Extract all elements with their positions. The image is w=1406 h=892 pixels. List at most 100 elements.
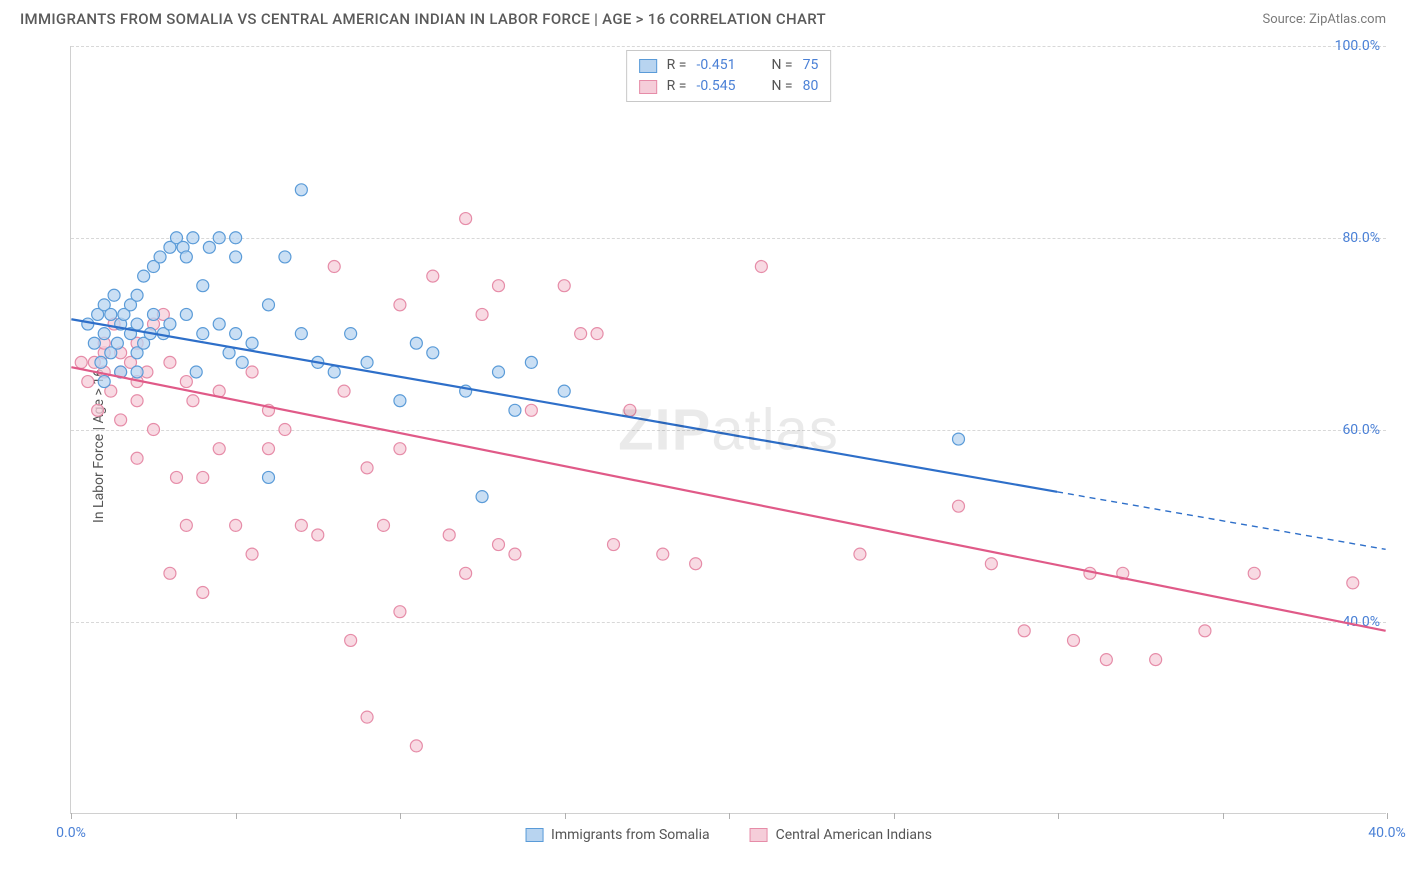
data-point — [476, 491, 488, 503]
data-point — [493, 280, 505, 292]
data-point — [108, 289, 120, 301]
data-point — [608, 539, 620, 551]
data-point — [197, 471, 209, 483]
data-point — [312, 529, 324, 541]
data-point — [148, 308, 160, 320]
data-point — [213, 443, 225, 455]
data-point — [111, 337, 123, 349]
data-point — [591, 328, 603, 340]
data-point — [171, 471, 183, 483]
r-label: R = — [667, 76, 687, 97]
data-point — [854, 548, 866, 560]
data-point — [230, 232, 242, 244]
data-point — [246, 337, 258, 349]
data-point — [295, 328, 307, 340]
data-point — [203, 241, 215, 253]
data-point — [394, 299, 406, 311]
bottom-swatch-cai — [750, 828, 768, 842]
r-label: R = — [667, 55, 687, 76]
x-tick-mark — [71, 813, 72, 819]
correlation-legend: R = -0.451 N = 75 R = -0.545 N = 80 — [626, 50, 832, 102]
data-point — [131, 289, 143, 301]
bottom-swatch-somalia — [525, 828, 543, 842]
n-label: N = — [771, 76, 792, 97]
source-prefix: Source: — [1262, 12, 1309, 27]
data-point — [1248, 567, 1260, 579]
data-point — [82, 376, 94, 388]
data-point — [624, 404, 636, 416]
n-value-cai: 80 — [803, 76, 819, 97]
data-point — [394, 395, 406, 407]
data-point — [493, 539, 505, 551]
chart-title: IMMIGRANTS FROM SOMALIA VS CENTRAL AMERI… — [20, 10, 826, 28]
data-point — [148, 424, 160, 436]
source-value: ZipAtlas.com — [1309, 12, 1386, 27]
data-point — [164, 318, 176, 330]
data-point — [164, 356, 176, 368]
data-point — [246, 366, 258, 378]
legend-row-somalia: R = -0.451 N = 75 — [639, 55, 819, 76]
data-point — [197, 280, 209, 292]
data-point — [558, 280, 570, 292]
data-point — [180, 308, 192, 320]
x-tick-mark — [1058, 813, 1059, 819]
data-point — [1199, 625, 1211, 637]
data-point — [509, 404, 521, 416]
data-point — [1068, 634, 1080, 646]
data-point — [263, 443, 275, 455]
data-point — [154, 251, 166, 263]
trend-line-cai — [71, 367, 1385, 631]
data-point — [558, 385, 570, 397]
data-point — [213, 232, 225, 244]
x-tick-mark — [1387, 813, 1388, 819]
data-point — [328, 366, 340, 378]
source-label: Source: ZipAtlas.com — [1262, 12, 1386, 27]
data-point — [279, 251, 291, 263]
r-value-cai: -0.545 — [696, 76, 751, 97]
x-tick-mark — [236, 813, 237, 819]
data-point — [92, 404, 104, 416]
data-point — [338, 385, 350, 397]
data-point — [82, 318, 94, 330]
data-point — [180, 376, 192, 388]
x-tick-label: 40.0% — [1368, 825, 1406, 841]
data-point — [953, 500, 965, 512]
data-point — [345, 328, 357, 340]
data-point — [115, 414, 127, 426]
data-point — [394, 443, 406, 455]
data-point — [295, 184, 307, 196]
data-point — [213, 318, 225, 330]
data-point — [197, 586, 209, 598]
data-point — [361, 356, 373, 368]
data-point — [525, 356, 537, 368]
data-point — [410, 740, 422, 752]
data-point — [345, 634, 357, 646]
data-point — [230, 519, 242, 531]
trend-line-somalia-dashed — [1057, 492, 1386, 550]
chart-container: In Labor Force | Age > 16 R = -0.451 N =… — [50, 46, 1386, 846]
chart-svg — [71, 46, 1386, 813]
x-tick-mark — [400, 813, 401, 819]
data-point — [410, 337, 422, 349]
data-point — [657, 548, 669, 560]
x-tick-mark — [894, 813, 895, 819]
data-point — [263, 471, 275, 483]
n-value-somalia: 75 — [803, 55, 819, 76]
bottom-legend: Immigrants from Somalia Central American… — [525, 827, 932, 843]
data-point — [476, 308, 488, 320]
data-point — [509, 548, 521, 560]
data-point — [190, 366, 202, 378]
data-point — [105, 308, 117, 320]
data-point — [295, 519, 307, 531]
data-point — [394, 606, 406, 618]
data-point — [180, 251, 192, 263]
data-point — [95, 356, 107, 368]
data-point — [98, 376, 110, 388]
data-point — [187, 232, 199, 244]
data-point — [164, 567, 176, 579]
data-point — [427, 270, 439, 282]
n-label: N = — [771, 55, 792, 76]
data-point — [953, 433, 965, 445]
data-point — [230, 328, 242, 340]
data-point — [690, 558, 702, 570]
